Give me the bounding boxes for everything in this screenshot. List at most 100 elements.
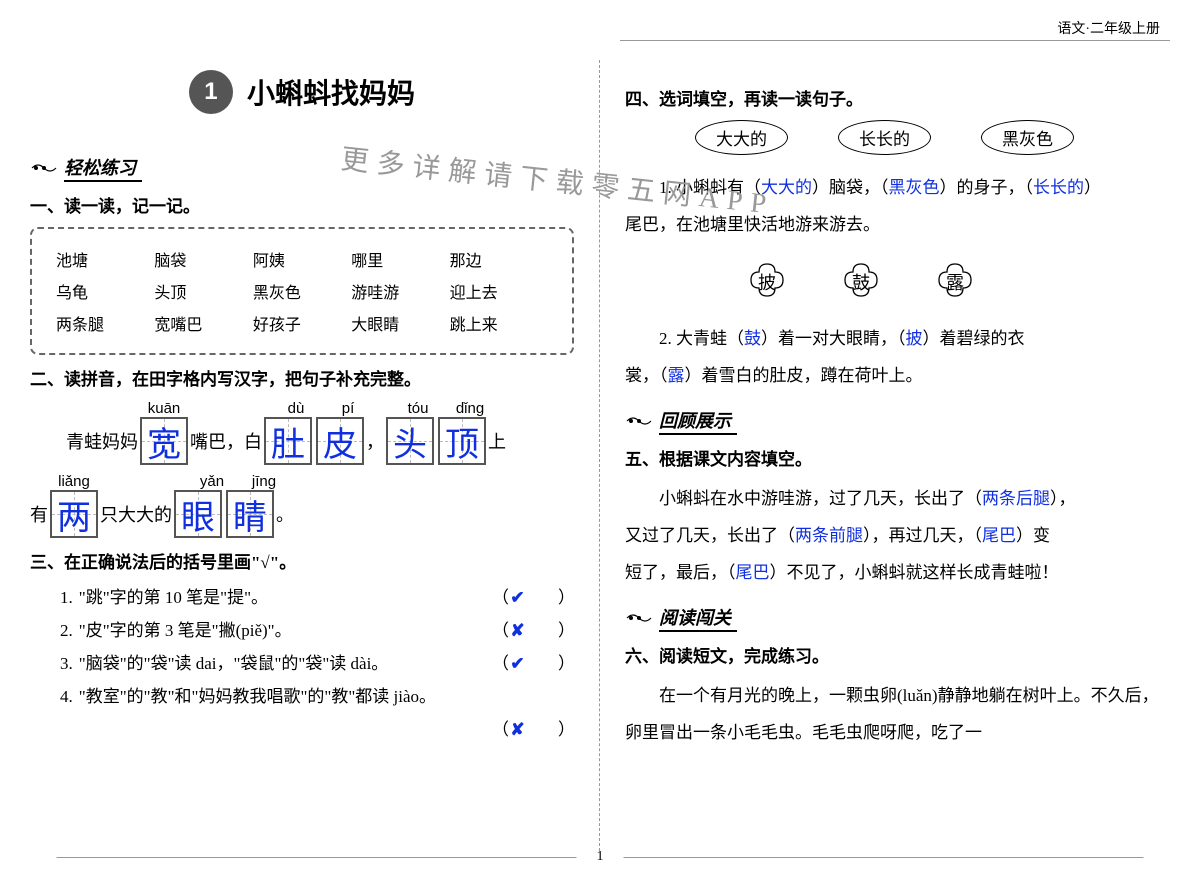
mark: ✔: [508, 588, 526, 608]
vocab-word: 哪里: [351, 247, 449, 271]
text: ）脑袋，（: [812, 178, 889, 197]
pinyin: kuān: [138, 400, 190, 417]
vocab-word: 乌龟: [56, 279, 154, 303]
vocab-word: 迎上去: [450, 279, 548, 303]
pinyin-line-2: liǎng yǎn jīng: [48, 473, 574, 490]
pinyin: yǎn: [186, 473, 238, 490]
text: 小蝌蚪在水中游哇游，过了几天，长出了（: [659, 489, 982, 508]
option-oval: 长长的: [838, 120, 931, 155]
answer-char: 头: [393, 417, 427, 466]
flower-option: 露: [933, 260, 977, 304]
q4-sentence-2b: 裳，（露）着雪白的肚皮，蹲在荷叶上。: [625, 357, 1170, 394]
tianzi-box[interactable]: 睛: [226, 490, 274, 538]
answer: 尾巴: [982, 526, 1016, 545]
paren[interactable]: （✔ ）: [492, 649, 574, 674]
answer: 两条后腿: [982, 489, 1050, 508]
q2-heading: 二、读拼音，在田字格内写汉字，把句子补充完整。: [30, 365, 574, 390]
paren[interactable]: （✘ ）: [492, 616, 574, 641]
text: ）变: [1016, 526, 1050, 545]
vocab-row: 两条腿 宽嘴巴 好孩子 大眼睛 跳上来: [56, 311, 548, 335]
vocab-word: 池塘: [56, 247, 154, 271]
vocab-word: 游哇游: [351, 279, 449, 303]
mark: ✘: [508, 720, 526, 740]
mark: ✘: [508, 621, 526, 641]
pinyin: jīng: [238, 473, 290, 490]
tianzi-box[interactable]: 皮: [316, 417, 364, 465]
text: 有: [30, 501, 48, 527]
tianzi-box[interactable]: 宽: [140, 417, 188, 465]
q4-heading: 四、选词填空，再读一读句子。: [625, 85, 1170, 110]
tianzi-box[interactable]: 眼: [174, 490, 222, 538]
tianzi-box[interactable]: 两: [50, 490, 98, 538]
text: 。: [276, 501, 294, 527]
header-rule: [620, 40, 1170, 41]
answer: 两条前腿: [795, 526, 863, 545]
q6-heading: 六、阅读短文，完成练习。: [625, 642, 1170, 667]
text: 1. 小蝌蚪有（: [659, 178, 761, 197]
text: ）着雪白的肚皮，蹲在荷叶上。: [685, 366, 923, 385]
tianzi-box[interactable]: 顶: [438, 417, 486, 465]
vocab-word: 跳上来: [450, 311, 548, 335]
q1-heading: 一、读一读，记一记。: [30, 192, 574, 217]
text: 只大大的: [100, 501, 172, 527]
answer-char: 眼: [181, 490, 215, 539]
tf-item: 1. "跳"字的第 10 笔是"提"。 （✔ ）: [60, 583, 574, 608]
item-number: 3.: [60, 654, 73, 674]
vocab-row: 乌龟 头顶 黑灰色 游哇游 迎上去: [56, 279, 548, 303]
answer: 尾巴: [736, 563, 770, 582]
tf-item: 3. "脑袋"的"袋"读 dai，"袋鼠"的"袋"读 dài。 （✔ ）: [60, 649, 574, 674]
answer-char: 皮: [323, 417, 357, 466]
answer-char: 顶: [445, 417, 479, 466]
statement: "跳"字的第 10 笔是"提"。: [79, 583, 492, 608]
item-number: 2.: [60, 621, 73, 641]
right-column: 四、选词填空，再读一读句子。 大大的 长长的 黑灰色 1. 小蝌蚪有（大大的）脑…: [600, 60, 1170, 851]
answer: 长长的: [1033, 178, 1084, 197]
q5-text: 小蝌蚪在水中游哇游，过了几天，长出了（两条后腿），: [625, 480, 1170, 517]
q6-text: 在一个有月光的晚上，一颗虫卵(luǎn)静静地躺在树叶上。不久后，卵里冒出一条小…: [625, 677, 1170, 752]
vocab-row: 池塘 脑袋 阿姨 哪里 那边: [56, 247, 548, 271]
section-easy-title: 轻松练习: [64, 154, 142, 182]
vocab-box: 池塘 脑袋 阿姨 哪里 那边 乌龟 头顶 黑灰色 游哇游 迎上去 两条腿 宽嘴巴…: [30, 227, 574, 355]
vocab-word: 两条腿: [56, 311, 154, 335]
ornament-icon: [625, 610, 653, 626]
answer: 鼓: [744, 329, 761, 348]
ornament-icon: [625, 413, 653, 429]
text: 短了，最后，（: [625, 563, 736, 582]
paren[interactable]: （✔ ）: [492, 583, 574, 608]
answer-char: 宽: [147, 417, 181, 466]
pinyin: dù: [270, 400, 322, 417]
char-line-2: 有 两 只大大的 眼 睛 。: [30, 490, 574, 538]
tf-item-cont: （✘ ）: [60, 715, 574, 740]
left-column: 1 小蝌蚪找妈妈 轻松练习 一、读一读，记一记。 池塘 脑袋 阿姨 哪里 那边 …: [30, 60, 600, 851]
char-line-1: 青蛙妈妈 宽 嘴巴，白 肚 皮 ， 头 顶 上: [66, 417, 574, 465]
text: ）不见了，小蝌蚪就这样长成青蛙啦！: [770, 563, 1059, 582]
section-review: 回顾展示: [625, 407, 1170, 435]
statement: "脑袋"的"袋"读 dai，"袋鼠"的"袋"读 dài。: [79, 649, 492, 674]
statement: "教室"的"教"和"妈妈教我唱歌"的"教"都读 jiào。: [79, 682, 574, 707]
answer-char: 睛: [233, 490, 267, 539]
lesson-number-badge: 1: [189, 70, 233, 114]
paren[interactable]: （✘ ）: [492, 715, 574, 740]
worksheet-page: 语文·二年级上册 更多详解请下载零五网APP 1 小蝌蚪找妈妈 轻松练习 一、读…: [0, 0, 1200, 871]
answer-char: 两: [57, 490, 91, 539]
pinyin-line-1: kuān dù pí tóu dǐng: [138, 400, 574, 417]
text: ）着一对大眼睛，（: [761, 329, 906, 348]
text: ）: [1084, 178, 1101, 197]
pinyin: liǎng: [48, 473, 100, 490]
subject-header: 语文·二年级上册: [1057, 18, 1160, 38]
answer: 披: [906, 329, 923, 348]
tianzi-box[interactable]: 头: [386, 417, 434, 465]
pinyin: tóu: [392, 400, 444, 417]
pinyin: dǐng: [444, 400, 496, 417]
text: 2. 大青蛙（: [659, 329, 744, 348]
section-reading: 阅读闯关: [625, 604, 1170, 632]
flower-option: 鼓: [839, 260, 883, 304]
q5-text-3: 短了，最后，（尾巴）不见了，小蝌蚪就这样长成青蛙啦！: [625, 554, 1170, 591]
vocab-word: 黑灰色: [253, 279, 351, 303]
tianzi-box[interactable]: 肚: [264, 417, 312, 465]
flower-char: 露: [946, 269, 964, 295]
vocab-word: 那边: [450, 247, 548, 271]
lesson-title: 小蝌蚪找妈妈: [247, 72, 415, 112]
page-number: 1: [597, 849, 604, 865]
pinyin: pí: [322, 400, 374, 417]
